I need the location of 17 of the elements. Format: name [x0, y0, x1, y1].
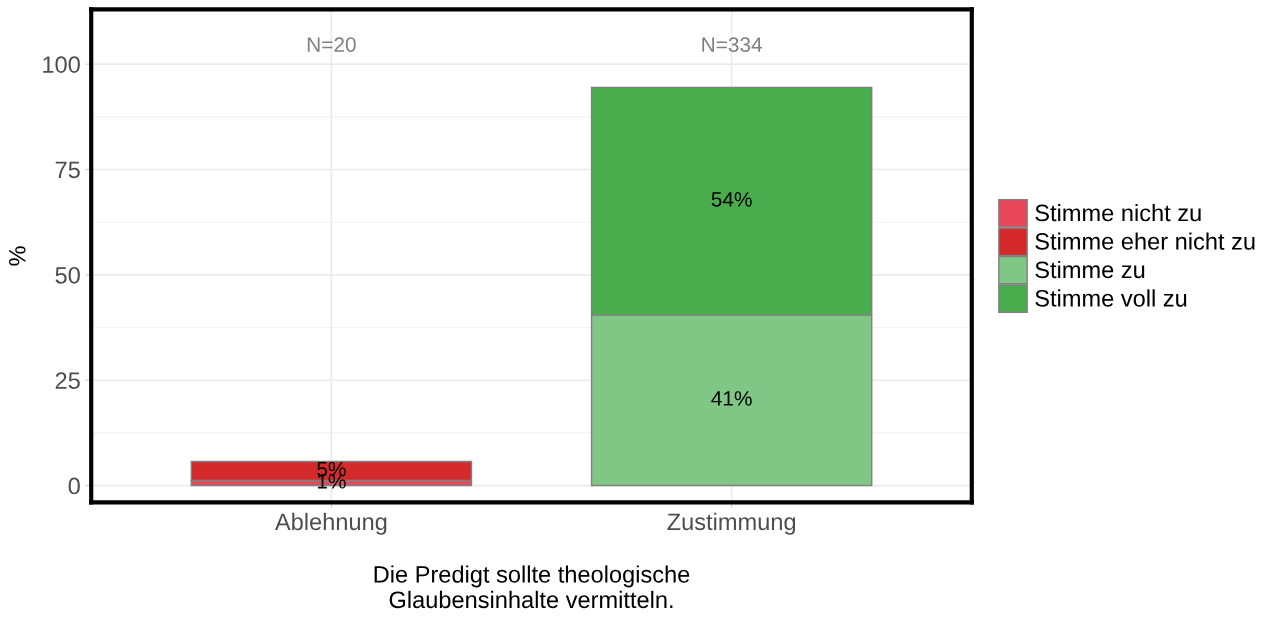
data-label: 41%	[711, 391, 752, 406]
y-tick-label: 50	[55, 266, 80, 284]
annotation: N=334	[702, 37, 763, 52]
legend-label: Stimme nicht zu	[1035, 203, 1201, 222]
annotation: N=20	[307, 37, 356, 52]
x-tick-label: Ablehnung	[274, 512, 387, 535]
x-tick-label: Zustimmung	[667, 512, 796, 535]
y-tick-label: 100	[43, 56, 80, 73]
legend-label: Stimme voll zu	[1035, 289, 1187, 307]
legend-label: Stimme zu	[1035, 260, 1145, 279]
data-label: 54%	[711, 192, 752, 207]
x-axis-title: Die Predigt sollte theologische Glaubensinhalte vermitteln.	[374, 565, 690, 609]
legend-label: Stimme eher nicht zu	[1035, 232, 1255, 250]
y-tick-label: 75	[55, 161, 80, 179]
y-tick-label: 25	[55, 372, 80, 389]
y-tick-label: 0	[68, 477, 80, 495]
y-axis-title: %	[9, 246, 26, 266]
